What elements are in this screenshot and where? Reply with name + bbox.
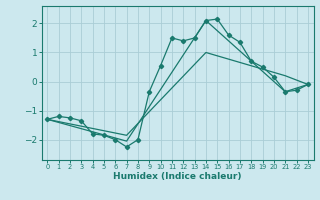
X-axis label: Humidex (Indice chaleur): Humidex (Indice chaleur) [113, 172, 242, 181]
